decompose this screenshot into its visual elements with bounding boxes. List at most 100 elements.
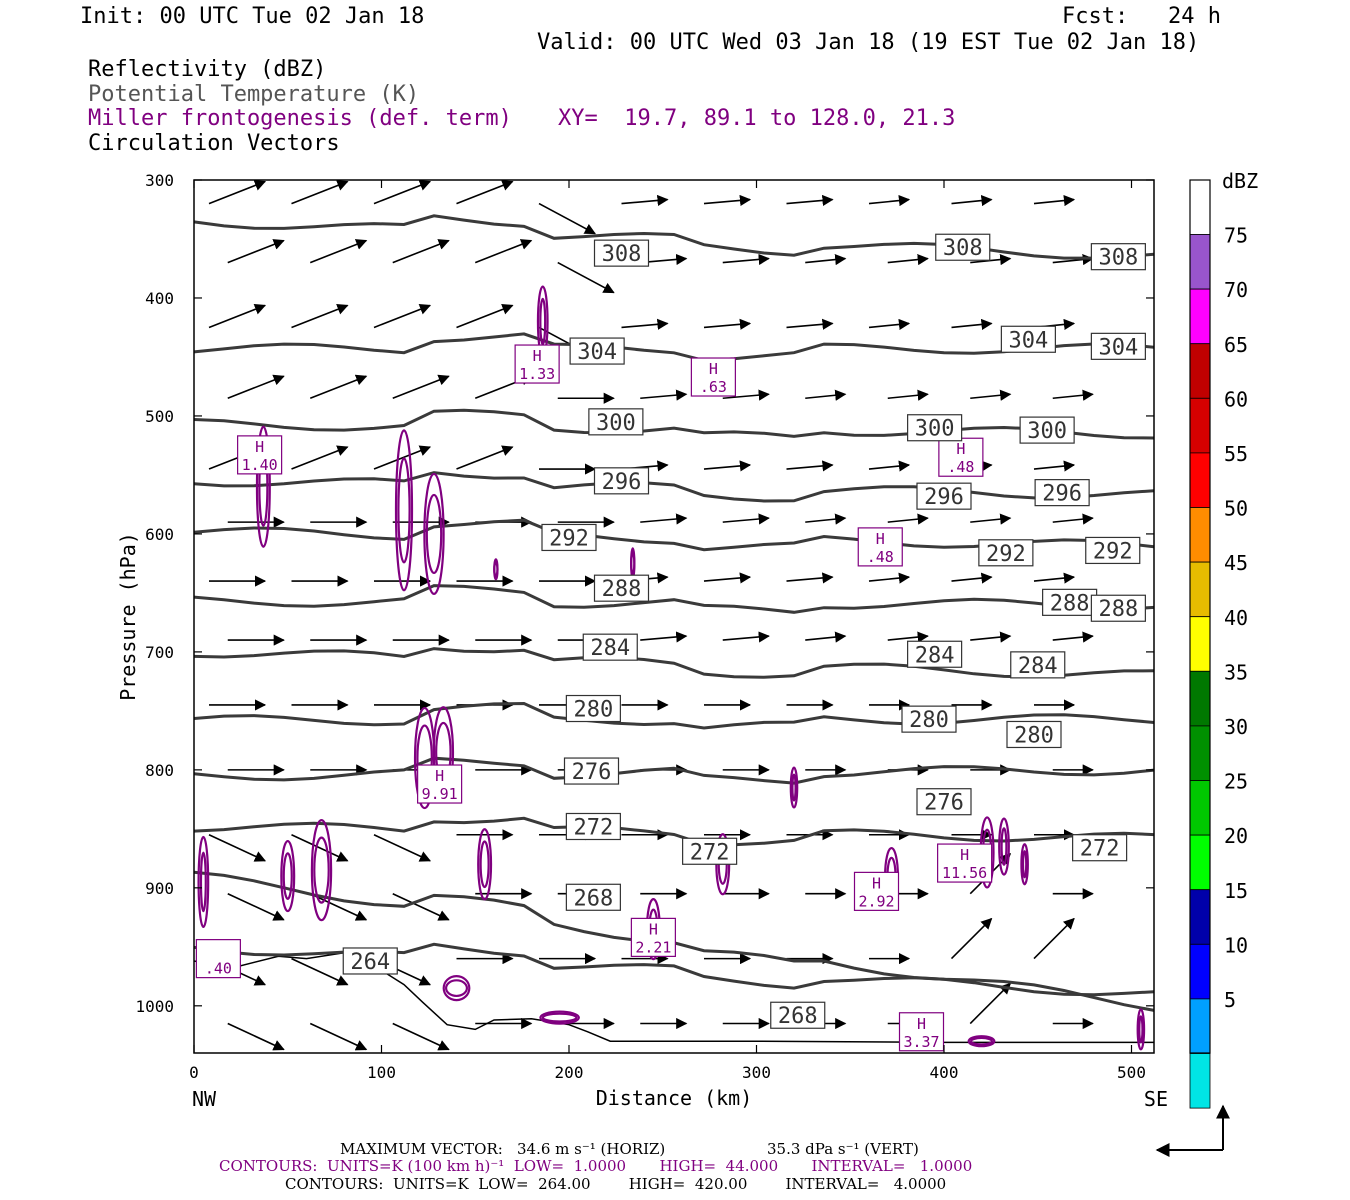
legend-potential-temperature: Potential Temperature (K) (88, 82, 420, 107)
frontogenesis-contour (1021, 850, 1028, 879)
colorbar-label: 45 (1224, 551, 1248, 575)
isentrope-label-box (593, 239, 650, 267)
frontogenesis-max-value: 9.91 (422, 785, 458, 803)
circulation-vector (621, 194, 669, 207)
frontogenesis-max-box (898, 1012, 945, 1052)
isentrope-label: 288 (1050, 591, 1090, 616)
isentrope-label: 292 (549, 526, 589, 551)
isentrope-label-box (582, 633, 638, 661)
circulation-vector (868, 572, 911, 584)
circulation-vector (887, 631, 929, 643)
circulation-vector (309, 1022, 368, 1051)
circulation-vector (392, 1022, 450, 1051)
colorbar-segment (1189, 725, 1211, 781)
isentrope-label-box (1090, 243, 1146, 271)
isentrope-label-box (901, 705, 957, 733)
circulation-vector (868, 460, 911, 472)
circulation-vector (291, 957, 349, 986)
circulation-vector (309, 374, 368, 399)
colorbar-label: 65 (1224, 333, 1248, 357)
frontogenesis-contour (791, 773, 797, 802)
frontogenesis-max-value: 3.37 (903, 1033, 939, 1051)
legend-reflectivity: Reflectivity (dBZ) (88, 57, 327, 82)
circulation-vector (703, 460, 752, 472)
frontogenesis-max-box (630, 917, 676, 957)
circulation-vector (373, 834, 432, 862)
circulation-vector (456, 445, 514, 470)
circulation-vector (474, 239, 533, 264)
frontogenesis-contour (199, 851, 207, 913)
frontogenesis-contour (541, 1012, 578, 1023)
circulation-vector (722, 631, 770, 643)
circulation-vector (703, 194, 752, 207)
isentrope-label-box (1034, 479, 1090, 507)
frontogenesis-contour (442, 975, 471, 1002)
isentrope-label-box (916, 482, 972, 510)
isentrope-label-box (935, 233, 991, 261)
colorbar-segment (1189, 343, 1211, 399)
circulation-vector (456, 180, 514, 205)
contours-frontogenesis: CONTOURS: UNITS=K (100 km h)⁻¹ LOW= 1.00… (219, 1157, 973, 1175)
x-tick-label: 200 (555, 1063, 584, 1082)
colorbar-segment (1189, 452, 1211, 508)
frontogenesis-max-value: 1.33 (519, 365, 555, 383)
frontogenesis-max-symbol: H (255, 438, 264, 456)
colorbar-label: 25 (1224, 770, 1248, 794)
frontogenesis-contour (310, 819, 333, 922)
frontogenesis-max-symbol: H (960, 846, 969, 864)
isentrope-276 (193, 756, 1155, 785)
isentrope-label: 304 (577, 340, 617, 365)
frontogenesis-contour (1138, 1015, 1144, 1044)
circulation-vector (805, 513, 847, 525)
frontogenesis-contour (477, 828, 493, 901)
circulation-vector (621, 318, 669, 330)
colorbar-label: 20 (1224, 824, 1248, 848)
circulation-vector (703, 318, 752, 330)
colorbar-label: 60 (1224, 387, 1248, 411)
frontogenesis-max-box (857, 527, 903, 567)
isentrope-280 (193, 701, 1155, 730)
isentrope-label: 308 (1099, 246, 1139, 271)
frontogenesis-contour (967, 1035, 996, 1048)
frontogenesis-contour (1020, 843, 1029, 886)
isentrope-label: 276 (572, 760, 612, 785)
isentrope-288 (193, 584, 1155, 614)
isentrope-label: 288 (602, 577, 642, 602)
frontogenesis-contour (445, 979, 469, 998)
colorbar-label: 55 (1224, 442, 1248, 466)
frontogenesis-contour (280, 839, 296, 913)
circulation-vector (786, 572, 834, 584)
circulation-vector (392, 374, 450, 399)
y-tick-label: 1000 (135, 997, 174, 1016)
frontogenesis-contour (630, 552, 636, 575)
isentrope-label: 284 (590, 636, 630, 661)
isentrope-label: 272 (1080, 837, 1120, 862)
circulation-vector (291, 834, 349, 862)
colorbar-segment (1189, 397, 1211, 454)
isentrope-label-box (565, 694, 621, 723)
isentrope-label: 284 (915, 643, 955, 668)
x-axis-title: Distance (km) (596, 1086, 753, 1110)
colorbar-label: 40 (1224, 606, 1248, 630)
isentrope-label-box (588, 408, 644, 436)
circulation-vector (291, 303, 349, 329)
x-tick-label: 300 (742, 1063, 771, 1082)
frontogenesis-max-value: .40 (205, 960, 232, 978)
frontogenesis-max-symbol: H (649, 920, 658, 938)
circulation-vector (309, 893, 368, 921)
isentrope-label-box (1072, 834, 1128, 862)
max-vector-vertical: 35.3 dPa s⁻¹ (VERT) (767, 1140, 919, 1158)
terrain-line (193, 951, 1154, 1044)
colorbar-segment (1189, 943, 1211, 1000)
frontogenesis-max-symbol: H (876, 530, 885, 548)
colorbar-label: 30 (1224, 715, 1248, 739)
circulation-vector (1033, 460, 1076, 472)
isentrope-label-box (342, 947, 398, 975)
circulation-vector (703, 572, 752, 584)
isentrope-label: 272 (574, 815, 614, 840)
isentrope-label: 300 (1027, 419, 1067, 444)
isentrope-label-box (770, 1001, 826, 1029)
circulation-vector (1033, 195, 1076, 207)
circulation-vector (722, 253, 770, 266)
circulation-vector (291, 180, 349, 205)
